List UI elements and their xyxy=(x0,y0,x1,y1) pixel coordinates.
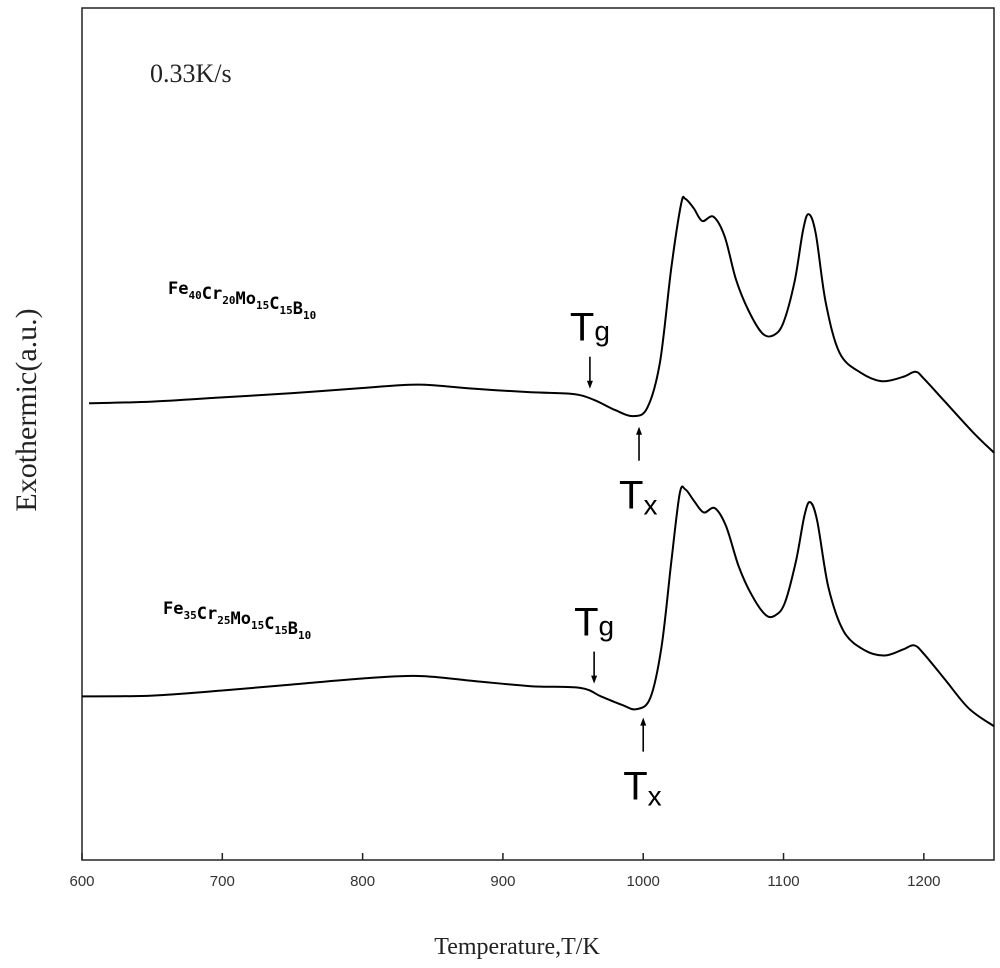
x-tick-label-700: 700 xyxy=(210,873,235,890)
tg-marker-2: Tg xyxy=(574,601,614,684)
x-axis-label: Temperature,T/K xyxy=(434,934,600,960)
plot-frame xyxy=(82,8,994,860)
x-tick-label-900: 900 xyxy=(490,873,515,890)
tx-label-2: Tx xyxy=(623,765,661,812)
tg-marker-1: Tg xyxy=(570,306,610,389)
series-2-curve xyxy=(82,487,994,727)
y-axis-label: Exothermic(a.u.) xyxy=(10,308,43,511)
series-labels-layer: Fe40Cr20Mo15C15B10 Fe35Cr25Mo15C15B10 xyxy=(163,279,316,642)
x-tick-label-1200: 1200 xyxy=(907,873,940,890)
x-axis-ticks: 600 700 800 900 1000 1100 1200 xyxy=(69,853,940,890)
tx-marker-1: Tx xyxy=(619,427,657,521)
heating-rate-annotation: 0.33K/s xyxy=(150,59,232,88)
series-1-curve xyxy=(89,197,994,453)
x-tick-label-1000: 1000 xyxy=(627,873,660,890)
x-tick-label-600: 600 xyxy=(69,873,94,890)
series-2-label: Fe35Cr25Mo15C15B10 xyxy=(163,599,311,642)
tg-label-2: Tg xyxy=(574,601,614,645)
series-layer xyxy=(82,197,994,726)
tx-marker-2: Tx xyxy=(623,718,661,812)
x-tick-label-800: 800 xyxy=(350,873,375,890)
tx-label-1: Tx xyxy=(619,474,657,521)
markers-layer: Tg Tx Tg Tx xyxy=(570,306,662,812)
x-tick-label-1100: 1100 xyxy=(767,873,799,890)
tg-label-1: Tg xyxy=(570,306,610,350)
series-1-label: Fe40Cr20Mo15C15B10 xyxy=(168,279,316,322)
